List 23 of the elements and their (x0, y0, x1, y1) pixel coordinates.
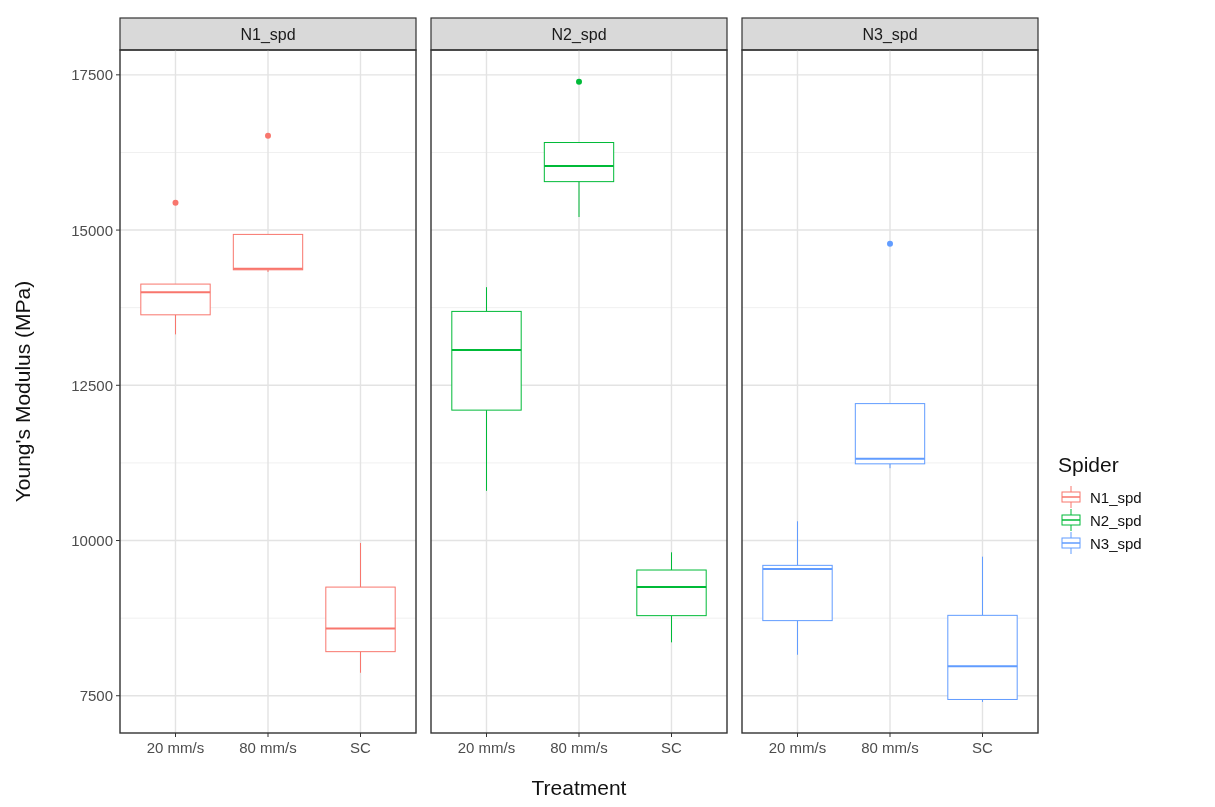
legend-label: N1_spd (1090, 488, 1142, 506)
x-tick-label: 20 mm/s (457, 739, 516, 756)
y-axis-title: Young's Modulus (MPa) (11, 280, 34, 503)
x-tick-label: 20 mm/s (146, 739, 205, 756)
x-tick-label: SC (661, 739, 683, 756)
legend-label: N3_spd (1090, 534, 1142, 552)
x-tick-label: SC (972, 739, 994, 756)
x-axis-title: Treatment (531, 776, 627, 799)
y-tick-label: 15000 (71, 221, 113, 239)
y-tick-label: 10000 (71, 532, 113, 550)
x-tick-label: 80 mm/s (550, 739, 608, 756)
x-tick-label: SC (350, 739, 372, 756)
y-tick-label: 12500 (71, 376, 113, 394)
chart-title: N2_spd (551, 25, 607, 44)
legend-title: Spider (1058, 453, 1119, 476)
x-tick-label: 80 mm/s (239, 739, 297, 756)
chart-title: N1_spd (240, 25, 296, 44)
legend-label: N2_spd (1090, 511, 1142, 529)
y-tick-label: 7500 (79, 687, 113, 705)
y-tick-label: 17500 (71, 66, 113, 84)
x-tick-label: 80 mm/s (861, 739, 919, 756)
chart-title: N3_spd (862, 25, 918, 44)
x-tick-label: 20 mm/s (768, 739, 827, 756)
